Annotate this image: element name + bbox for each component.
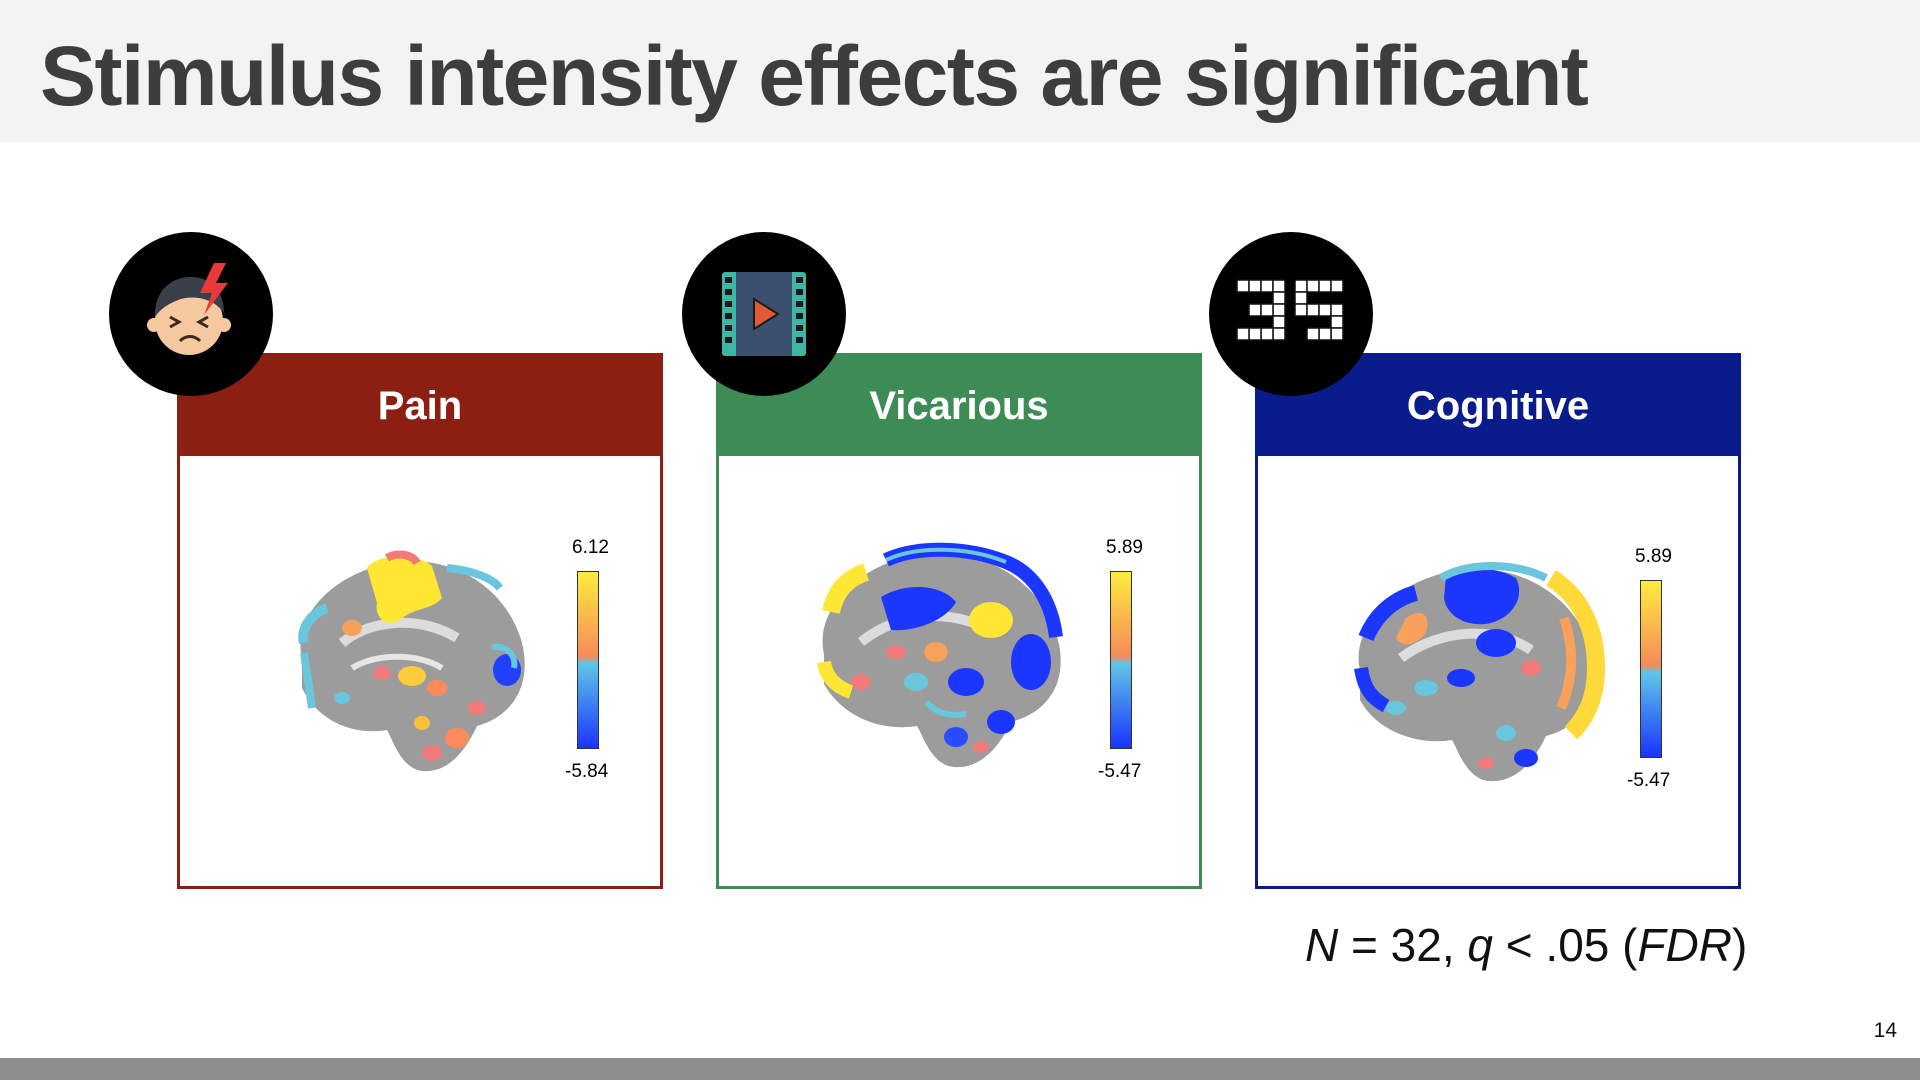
stats-n-value: = 32, <box>1338 919 1468 971</box>
panel-vicarious-label: Vicarious <box>869 383 1049 428</box>
page-number: 14 <box>1873 1019 1897 1042</box>
colorbar-cognitive <box>1640 580 1662 758</box>
panel-cognitive-label: Cognitive <box>1406 383 1590 428</box>
stats-close: ) <box>1732 919 1748 971</box>
brain-map-cognitive <box>1354 562 1606 782</box>
brain-map-pain <box>298 550 525 772</box>
stats-n-label: N <box>1305 919 1339 971</box>
panel-pain-label: Pain <box>377 383 463 428</box>
colorbar-cognitive-max: 5.89 <box>1635 546 1672 567</box>
statistics-note: N = 32, q < .05 (FDR) <box>1305 918 1747 972</box>
stats-q-label: q <box>1467 919 1493 971</box>
icon-circle-vicarious <box>682 232 846 396</box>
colorbar-vicarious-max: 5.89 <box>1106 537 1143 558</box>
colorbar-cognitive-min: -5.47 <box>1627 770 1671 791</box>
panel-cognitive-header: Cognitive <box>1258 356 1738 456</box>
stats-q-value: < .05 ( <box>1492 919 1638 971</box>
colorbar-vicarious-min: -5.47 <box>1098 761 1142 782</box>
colorbar-pain-max: 6.12 <box>572 537 609 558</box>
stats-fdr-label: FDR <box>1637 919 1732 971</box>
title-bar <box>0 0 1920 142</box>
icon-circle-cognitive <box>1209 232 1373 396</box>
slide-title: Stimulus intensity effects are significa… <box>40 29 1589 123</box>
icon-circle-pain <box>109 232 273 396</box>
footer-bar <box>0 1058 1920 1080</box>
rotated-digits-icon <box>1236 279 1344 341</box>
video-play-icon <box>722 272 806 356</box>
colorbar-pain-min: -5.84 <box>565 761 609 782</box>
pain-face-icon <box>147 263 231 355</box>
panel-pain-header: Pain <box>180 356 660 456</box>
colorbar-vicarious <box>1110 571 1132 749</box>
brain-map-vicarious <box>817 542 1063 768</box>
colorbar-pain <box>577 571 599 749</box>
